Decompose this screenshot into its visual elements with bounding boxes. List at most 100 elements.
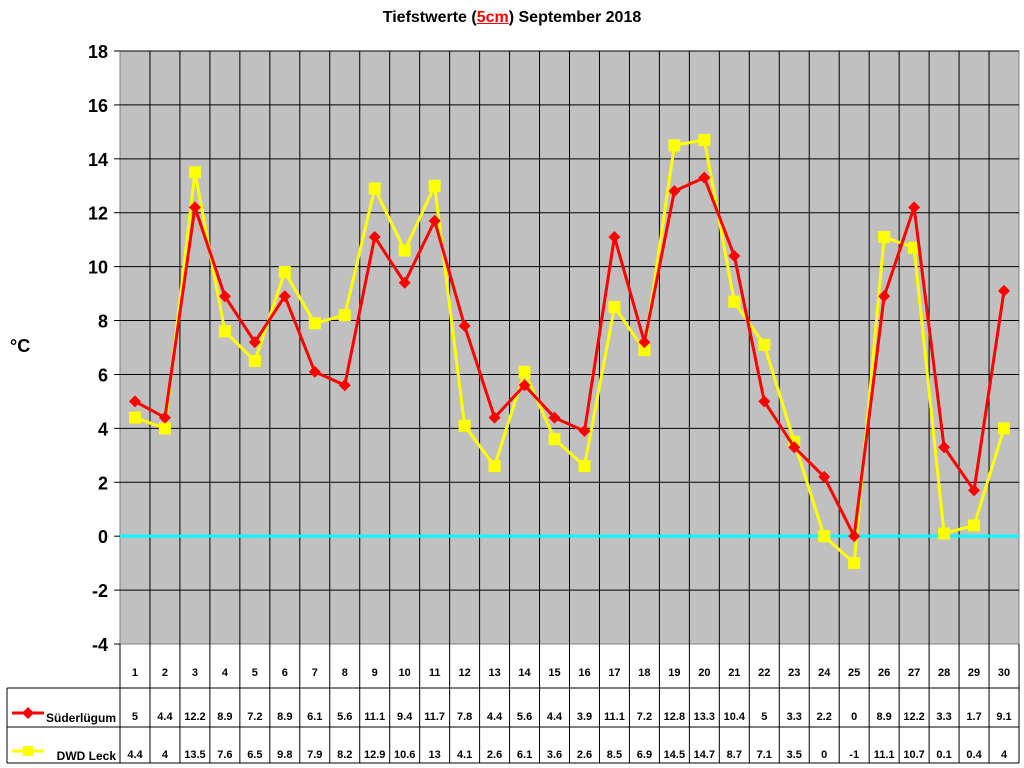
data-point-diamond [188,201,201,214]
x-category-label: 9 [372,667,378,679]
table-cell-value: 8.9 [277,711,292,723]
data-point-diamond [518,379,531,392]
title-depth-highlight: 5cm [476,9,509,26]
data-point-diamond [848,530,861,543]
table-cell-value: 6.1 [517,749,532,761]
data-point-diamond [578,425,591,438]
title-text-pre: Tiefstwerte ( [382,9,477,26]
x-category-label: 29 [968,667,980,679]
table-cell-value: 4 [1001,749,1008,761]
data-point-square [758,338,771,351]
table-cell-value: 8.5 [607,749,622,761]
data-point-diamond [248,336,261,349]
table-cell-value: 11.7 [424,711,445,723]
series-line [134,175,1006,542]
table-cell-value: 3.6 [547,749,562,761]
data-point-square [458,419,471,432]
data-point-diamond [488,411,501,424]
table-cell-value: 3.5 [787,749,802,761]
x-category-label: 15 [548,667,560,679]
data-point-diamond [308,365,321,378]
data-point-square [908,241,921,254]
table-cell-value: 14.7 [694,749,715,761]
data-point-square [878,230,891,243]
x-category-label: 27 [908,667,920,679]
y-tick-label: 6 [98,365,108,385]
data-point-square [998,422,1011,435]
legend-series-name: DWD Leck [57,749,117,763]
table-cell-value: 4.1 [457,749,472,761]
table-cell-value: 7.8 [457,711,472,723]
table-cell-value: 4.4 [157,711,173,723]
legend-diamond-icon [22,707,34,719]
data-point-diamond [548,411,561,424]
data-point-diamond [338,379,351,392]
table-cell-value: 4.4 [487,711,503,723]
table-cell-value: -1 [849,749,859,761]
table-cell-value: 7.1 [757,749,772,761]
data-point-diamond [428,214,441,227]
table-cell-value: 11.1 [874,749,895,761]
x-category-label: 18 [638,667,650,679]
data-point-diamond [938,441,951,454]
table-cell-value: 6.9 [637,749,652,761]
data-point-square [218,325,231,338]
title-text-post: ) September 2018 [508,9,642,26]
table-cell-value: 5 [761,711,767,723]
table-cell-value: 7.2 [247,711,262,723]
data-point-square [428,179,441,192]
table-cell-value: 2.2 [817,711,832,723]
x-category-label: 25 [848,667,860,679]
table-cell-value: 8.9 [217,711,232,723]
table-cell-value: 12.8 [664,711,685,723]
data-point-square [728,295,741,308]
table-cell-value: 8.2 [337,749,352,761]
data-point-diamond [758,395,771,408]
table-cell-value: 1.7 [966,711,981,723]
y-tick-label: 2 [98,473,108,493]
data-point-square [308,317,321,330]
data-point-diamond [458,319,471,332]
table-cell-value: 13 [429,749,441,761]
table-cell-value: 10.4 [724,711,746,723]
data-point-diamond [908,201,921,214]
x-category-label: 28 [938,667,950,679]
data-point-diamond [398,276,411,289]
x-category-label: 11 [429,667,441,679]
y-tick-label: 10 [88,258,108,278]
y-tick-label: 4 [98,419,108,439]
table-cell-value: 4 [162,749,169,761]
x-category-label: 22 [758,667,770,679]
table-cell-value: 12.2 [903,711,924,723]
table-cell-value: 4.4 [547,711,563,723]
x-category-label: 7 [312,667,318,679]
y-tick-label: 0 [98,527,108,547]
data-point-diamond [608,230,621,243]
data-point-diamond [818,470,831,483]
data-point-square [188,166,201,179]
table-cell-value: 12.9 [364,749,385,761]
table-cell-value: 6.1 [307,711,322,723]
data-point-diamond [968,484,981,497]
table-cell-value: 9.8 [277,749,292,761]
table-cell-value: 3.9 [577,711,592,723]
table-cell-value: 8.9 [877,711,892,723]
y-tick-label: -2 [92,581,108,601]
data-point-square [398,244,411,257]
data-point-square [128,411,141,424]
table-cell-value: 2.6 [577,749,592,761]
x-category-label: 21 [728,667,740,679]
table-cell-value: 5 [132,711,138,723]
data-point-square [608,301,621,314]
x-category-label: 19 [668,667,680,679]
table-cell-value: 7.9 [307,749,322,761]
table-cell-value: 14.5 [664,749,685,761]
x-category-label: 20 [698,667,710,679]
y-tick-label: 18 [88,42,108,62]
y-tick-label: 14 [88,150,108,170]
x-category-label: 24 [818,667,831,679]
data-point-diamond [128,395,141,408]
data-point-diamond [878,290,891,303]
series-line [134,138,1006,567]
